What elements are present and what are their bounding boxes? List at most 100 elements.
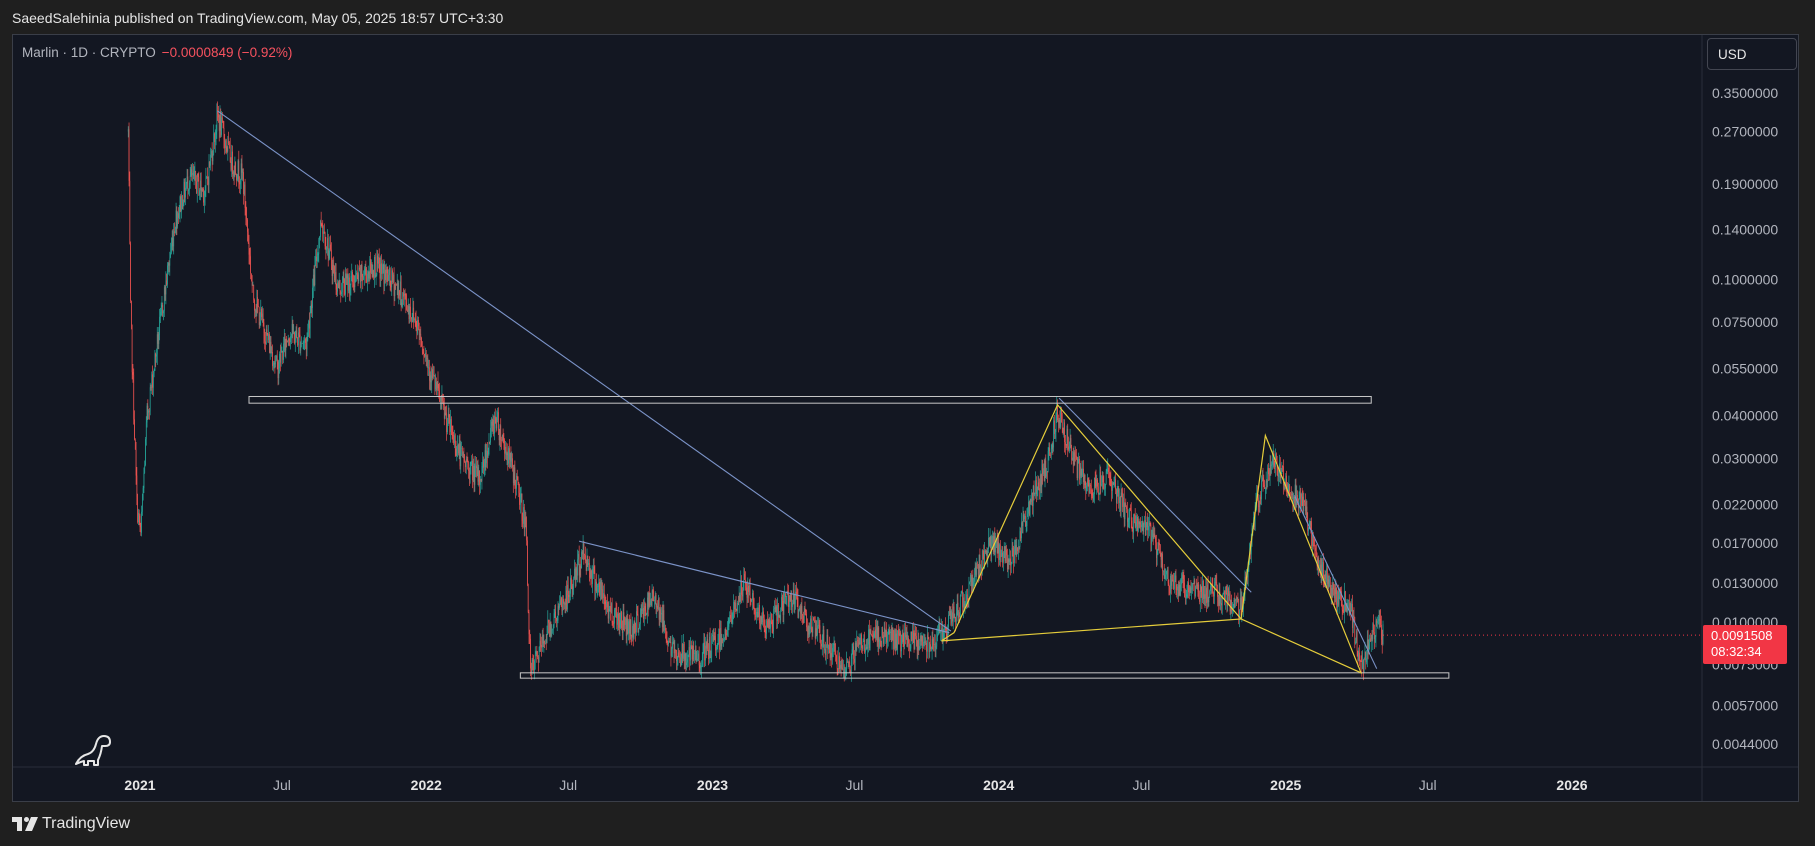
chart-frame[interactable] [12, 34, 1799, 802]
candle-body [1355, 641, 1356, 644]
candle [1059, 410, 1061, 430]
candle [1036, 486, 1038, 497]
candle-body [781, 597, 783, 602]
candle [291, 333, 292, 344]
candle [1068, 436, 1069, 452]
currency-button[interactable]: USD [1707, 38, 1797, 70]
candle-body [1377, 621, 1378, 623]
candle-body [793, 589, 795, 604]
candle [1269, 454, 1271, 486]
candle [789, 593, 791, 602]
candle [693, 641, 695, 662]
candle [1153, 525, 1155, 539]
candle-body [1293, 496, 1294, 502]
candle-body [758, 605, 760, 617]
candle [178, 205, 180, 220]
candle [146, 403, 148, 428]
candle-body [1319, 565, 1320, 567]
candle [1177, 583, 1178, 600]
candle [623, 604, 625, 631]
candle [879, 637, 880, 649]
candle [400, 275, 402, 312]
candle-body [676, 659, 678, 662]
candle-body [916, 641, 918, 651]
candle-body [1348, 599, 1349, 601]
candle-body [1057, 403, 1058, 421]
candle [1126, 505, 1127, 513]
candle-body [175, 210, 177, 229]
candle-body [621, 628, 623, 634]
candle [161, 296, 163, 317]
candle [520, 486, 522, 503]
candle [887, 631, 888, 649]
candle-body [1094, 477, 1096, 480]
candle [1067, 423, 1069, 458]
candle [300, 341, 302, 356]
candle [214, 129, 216, 153]
candle [494, 411, 495, 441]
candle-body [794, 600, 796, 604]
candle-body [1175, 575, 1177, 590]
candle [389, 265, 390, 286]
candle [230, 157, 232, 172]
candle-body [1050, 449, 1052, 456]
candle-body [941, 628, 942, 631]
candle-body [607, 607, 609, 619]
candle-body [443, 405, 445, 419]
candle-body [202, 188, 204, 190]
candle [1141, 516, 1143, 531]
candle-body [1058, 419, 1060, 423]
candle [1323, 553, 1324, 588]
candle [1043, 463, 1044, 477]
candle-body [672, 641, 674, 643]
candle [533, 655, 535, 674]
candle-body [999, 544, 1001, 557]
candle-body [211, 151, 213, 162]
candle [144, 460, 146, 474]
candle [396, 283, 397, 286]
candle [352, 274, 354, 291]
candle [456, 446, 458, 462]
candle [1315, 544, 1316, 561]
candle [472, 453, 473, 489]
candle [632, 623, 634, 647]
candle [1260, 491, 1262, 505]
candle [655, 592, 657, 615]
candle-body [974, 575, 975, 582]
candle [979, 548, 981, 579]
candle [785, 592, 786, 605]
candle [711, 633, 713, 663]
candle-body [1036, 489, 1038, 495]
candle [1205, 577, 1207, 607]
candle-body [1123, 497, 1124, 507]
publisher-header: SaeedSalehinia published on TradingView.… [12, 10, 504, 26]
candle-body [892, 627, 894, 631]
candle [346, 273, 348, 285]
candle [549, 612, 551, 641]
candle [585, 546, 586, 564]
candle [1215, 575, 1217, 586]
candle [1058, 418, 1060, 429]
candle-body [527, 540, 528, 585]
candle [1191, 582, 1192, 600]
candle [1296, 485, 1298, 508]
candle-body [356, 273, 357, 275]
candle [1213, 591, 1214, 604]
candle-body [517, 476, 519, 483]
candle-body [1185, 596, 1187, 598]
candle [449, 414, 451, 436]
candle-body [837, 668, 839, 670]
candle-body [373, 270, 375, 279]
candle [911, 631, 913, 642]
candle [538, 646, 540, 663]
candle-body [734, 602, 735, 610]
candle-body [254, 299, 255, 311]
candle [362, 273, 364, 290]
tradingview-logo[interactable]: TradingView [12, 815, 130, 833]
candle [689, 640, 691, 671]
candle [582, 535, 584, 561]
candle-body [665, 628, 666, 631]
candle-body [296, 330, 298, 338]
candle [558, 603, 560, 616]
